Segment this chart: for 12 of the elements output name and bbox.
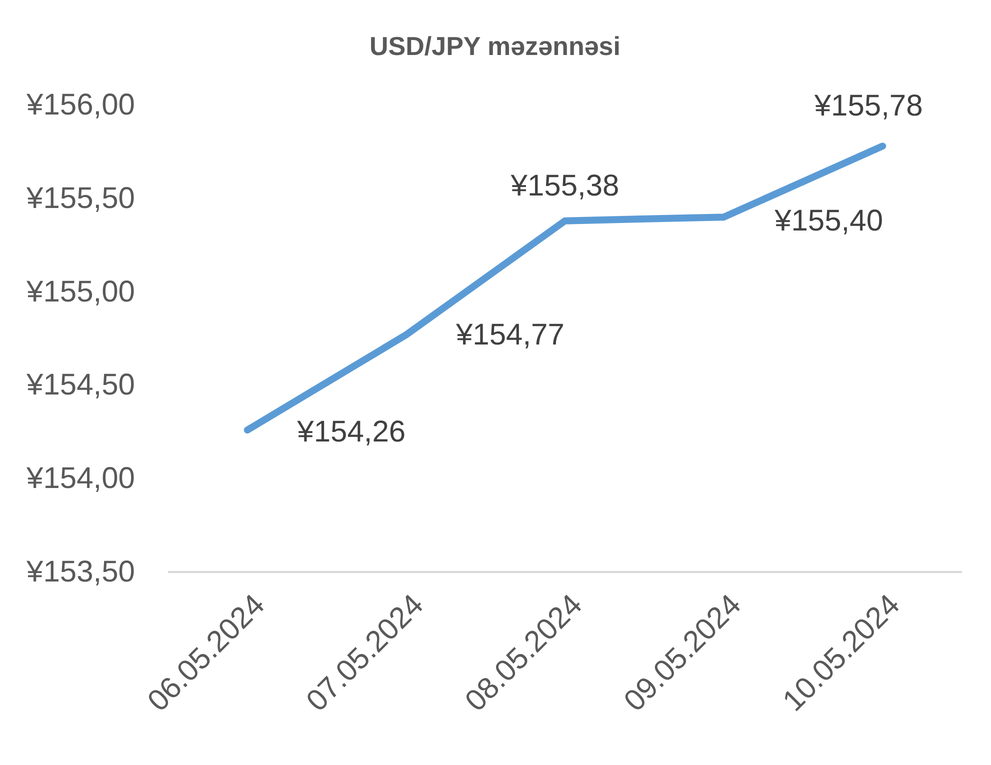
y-tick-label: ¥156,00 [26,88,135,122]
data-label: ¥155,78 [813,90,923,123]
y-tick-label: ¥154,00 [26,462,135,496]
data-label: ¥155,40 [774,204,884,238]
chart-title: USD/JPY məzənnəsi [370,31,620,61]
y-tick-label: ¥155,50 [26,182,135,215]
data-label: ¥155,38 [510,169,620,202]
y-tick-label: ¥153,50 [26,556,135,588]
y-tick-label: ¥155,00 [26,275,135,308]
data-label: ¥154,26 [296,416,406,449]
data-label: ¥154,77 [454,318,564,352]
y-tick-label: ¥154,50 [26,368,135,402]
